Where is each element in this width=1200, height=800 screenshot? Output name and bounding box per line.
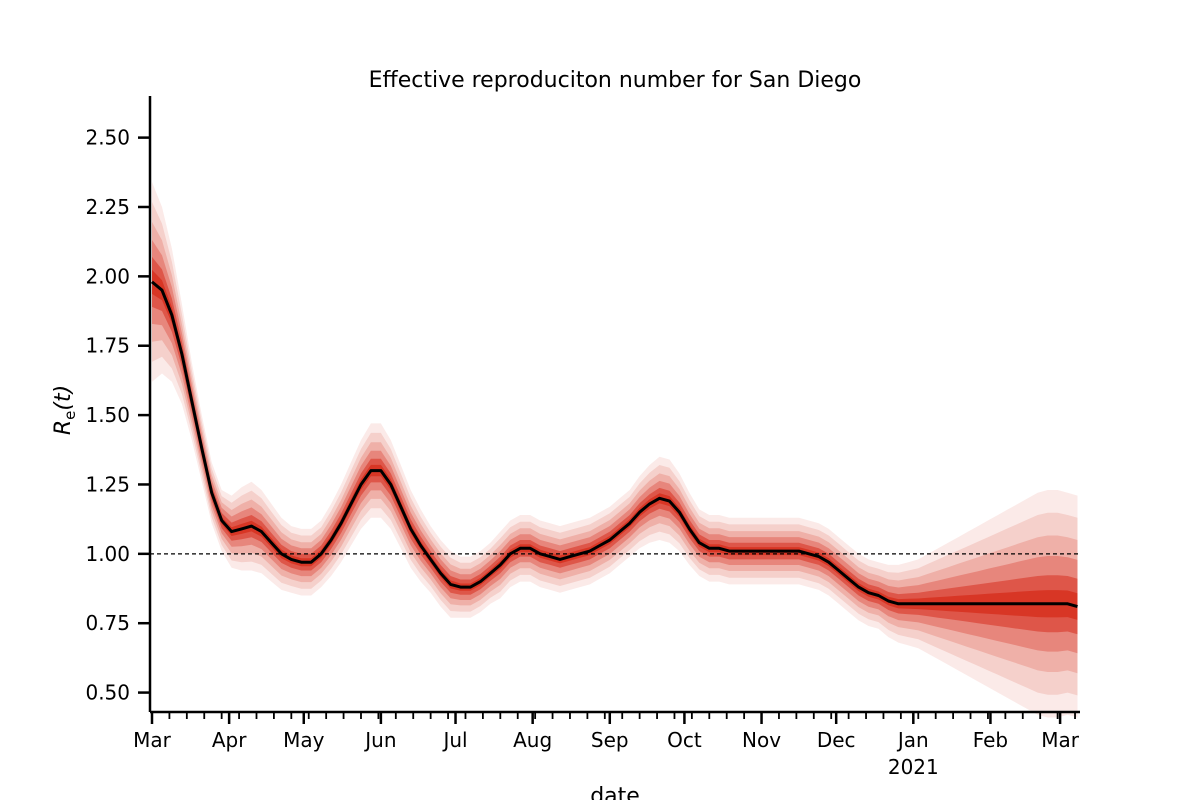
x-tick-label: Oct	[667, 728, 702, 752]
y-tick-label: 2.50	[85, 126, 130, 150]
x-tick-label: Dec	[817, 728, 856, 752]
x-minor-ticks	[151, 712, 1076, 719]
chart-title: Effective reproduciton number for San Di…	[369, 68, 862, 93]
uncertainty-band-2	[152, 222, 1078, 674]
x-tick-label: Aug	[513, 728, 552, 752]
uncertainty-bands	[152, 182, 1078, 718]
x-tick-label: Apr	[212, 728, 247, 752]
y-axis-label-sub: e	[61, 411, 79, 420]
x-tick-sublabel: 2021	[888, 755, 939, 779]
y-tick-label: 2.00	[85, 264, 130, 288]
y-tick-label: 1.75	[85, 334, 130, 358]
y-axis-label-main: R	[51, 420, 76, 435]
x-tick-label: Jun	[363, 728, 396, 752]
x-tick-label: Mar	[1041, 728, 1080, 752]
y-axis-label-suffix: (t)	[51, 385, 76, 411]
x-axis-label: date	[590, 784, 640, 800]
series-median-line	[151, 280, 1078, 609]
y-tick-label: 1.25	[85, 472, 130, 496]
y-tick-label: 2.25	[85, 195, 130, 219]
x-tick-label: Feb	[973, 728, 1008, 752]
x-tick-label: Sep	[591, 728, 629, 752]
x-tick-label: May	[283, 728, 325, 752]
x-tick-label: Jan	[896, 728, 929, 752]
x-tick-label: Nov	[742, 728, 781, 752]
y-ticks: 0.50 0.75 1.00 1.25 1.50 1.75 2.00 2.25 2.50	[85, 126, 150, 705]
y-axis-label: Re(t)	[51, 385, 79, 435]
y-tick-label: 1.00	[85, 542, 130, 566]
x-tick-label: Jul	[441, 728, 467, 752]
y-tick-label: 1.50	[85, 403, 130, 427]
x-tick-label: Mar	[133, 728, 172, 752]
x-ticks: Mar Apr May Jun Jul Aug Sep Oct Nov Dec Jan 2021 Feb…	[133, 712, 1080, 779]
y-tick-label: 0.50	[85, 681, 130, 705]
y-tick-label: 0.75	[85, 611, 130, 635]
